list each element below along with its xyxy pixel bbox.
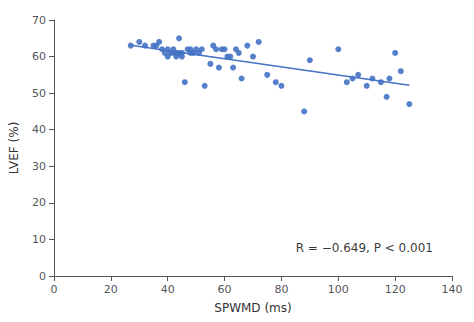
svg-text:10: 10 (32, 233, 46, 246)
svg-text:0: 0 (51, 283, 58, 296)
svg-text:60: 60 (32, 50, 46, 63)
svg-text:40: 40 (161, 283, 175, 296)
svg-text:LVEF (%): LVEF (%) (7, 122, 21, 175)
svg-text:120: 120 (385, 283, 406, 296)
svg-text:20: 20 (104, 283, 118, 296)
svg-text:100: 100 (328, 283, 349, 296)
svg-text:0: 0 (39, 270, 46, 283)
svg-text:40: 40 (32, 123, 46, 136)
svg-text:30: 30 (32, 160, 46, 173)
svg-text:60: 60 (218, 283, 232, 296)
svg-text:50: 50 (32, 87, 46, 100)
svg-text:140: 140 (442, 283, 463, 296)
svg-text:R = −0.649, P < 0.001: R = −0.649, P < 0.001 (296, 241, 433, 255)
svg-text:20: 20 (32, 196, 46, 209)
svg-text:80: 80 (274, 283, 288, 296)
svg-text:SPWMD (ms): SPWMD (ms) (214, 301, 291, 315)
svg-text:70: 70 (32, 14, 46, 27)
